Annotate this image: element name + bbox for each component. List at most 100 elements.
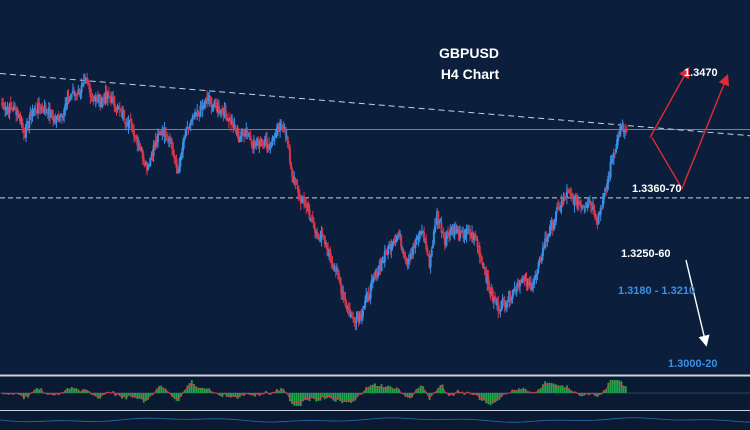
candle-body [330,259,333,263]
indicator-bar [395,387,398,393]
candle-body [533,279,536,285]
candlesticks-layer [1,72,628,331]
indicator-bar [221,393,224,398]
candle-body [435,223,438,225]
candle-body [220,109,223,114]
candle-body [119,108,122,110]
candle-body [513,288,516,291]
indicator-bar [456,389,459,393]
candle-body [32,109,35,111]
indicator-bar [476,393,479,396]
candle-body [390,244,393,251]
candle-body [412,245,415,256]
candle-body [11,108,14,112]
candle-body [532,283,535,286]
candle-body [200,106,203,109]
indicator-bar [494,393,496,403]
candle-body [134,135,137,137]
candle-body [102,99,105,101]
indicator-bar [20,393,23,396]
candle-body [367,293,370,298]
indicator-bar [524,388,527,393]
indicator-bar [408,393,411,399]
indicator-bar [121,393,123,399]
indicator-bar [539,388,542,393]
candle-body [472,231,475,241]
candle-body [611,159,614,161]
candle-body [423,232,426,242]
candle-body [208,95,211,101]
candle-body [491,289,494,301]
candle-body [623,129,626,133]
candle-body [405,260,408,262]
candle-body [588,201,591,203]
candle-body [514,288,517,292]
candle-body [394,240,397,242]
candle-body [529,281,532,290]
indicator-bar [496,393,499,402]
candle-body [141,149,144,159]
candle-body [561,201,564,203]
candle-body [352,316,355,320]
indicator-bar [131,393,134,398]
indicator-bar [487,393,490,405]
candle-body [266,138,269,150]
indicator-bar [64,390,67,393]
candle-body [245,129,248,136]
indicator-bar [350,393,352,404]
indicator-bar [129,393,132,397]
candle-body [382,260,385,263]
candle-body [625,129,628,131]
candle-body [89,87,92,98]
indicator-bar [92,393,95,396]
candle-body [347,309,350,311]
candle-body [582,205,585,207]
candle-body [215,106,218,111]
candle-body [155,138,158,143]
candle-body [445,232,448,239]
level-label-5: 1.3000-20 [668,358,718,370]
candle-body [105,90,108,98]
candle-body [153,143,156,146]
candle-body [426,247,429,254]
candle-body [596,217,599,223]
indicator-bar [417,387,420,393]
candle-body [364,300,367,308]
candle-body [76,94,79,96]
candle-body [447,231,450,235]
candle-body [343,299,346,301]
indicator-bar [371,384,374,393]
indicator-bar [25,393,27,397]
candle-body [524,278,527,280]
candle-body [459,231,462,239]
indicator-bar [164,388,167,393]
indicator-bar [145,393,147,402]
candle-body [256,137,259,143]
level-label-3: 1.3250-60 [621,248,671,260]
candle-body [456,230,459,232]
candle-body [40,107,43,110]
projection-arrow-1 [649,66,690,138]
candle-body [45,112,48,114]
candle-body [296,186,299,189]
candle-body [186,126,189,128]
candle-body [262,145,265,147]
candle-body [179,155,182,160]
candle-body [31,111,34,117]
indicator-bar [291,393,293,405]
candle-body [164,127,167,139]
candle-body [519,280,522,287]
candle-body [573,196,576,206]
indicator-bar [177,393,180,402]
indicator-bar [583,393,586,396]
candle-body [154,140,157,147]
candle-body [487,276,490,285]
candle-body [575,195,578,206]
candle-body [571,194,574,198]
indicator-bar [498,393,501,400]
candle-body [233,123,236,129]
indicator-bar [352,393,355,402]
candle-body [126,124,129,127]
indicator-bar [321,393,324,398]
